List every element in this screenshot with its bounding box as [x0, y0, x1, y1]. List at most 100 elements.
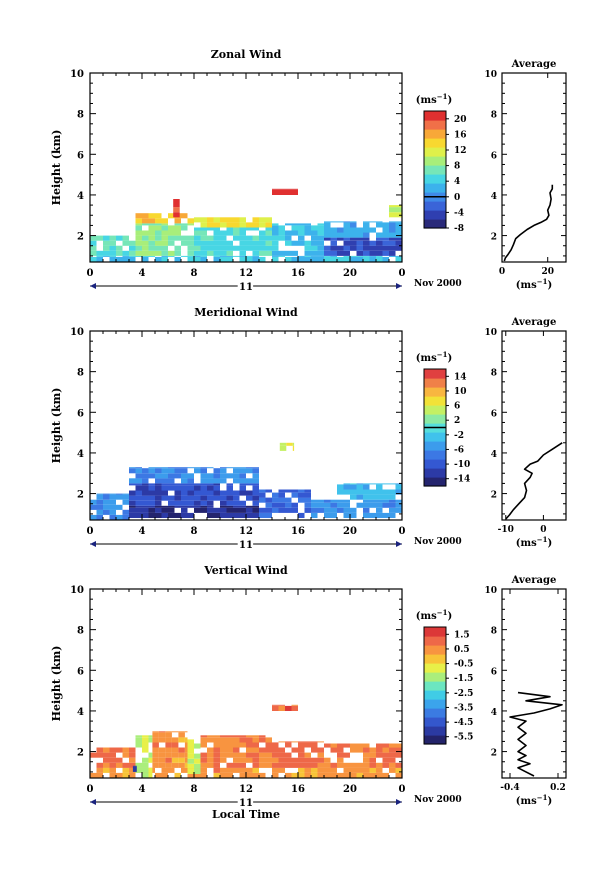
- heatmap-cell: [174, 230, 181, 236]
- colorbar-unit-label: (ms−1): [416, 608, 452, 622]
- heatmap-cell: [311, 507, 318, 513]
- heatmap-cell: [389, 757, 396, 763]
- heatmap-cell: [96, 494, 103, 500]
- heatmap-cell: [369, 245, 376, 251]
- heatmap-cell: [363, 222, 370, 228]
- heatmap-cell: [90, 256, 97, 262]
- colorbar-tick-label: 16: [454, 130, 467, 140]
- heatmap-cell: [395, 772, 402, 778]
- heatmap-cell: [259, 497, 266, 503]
- heatmap-cell: [330, 245, 337, 251]
- y-tick-label: 8: [77, 368, 84, 379]
- colorbar-segment: [424, 387, 446, 397]
- heatmap-cell: [135, 213, 142, 219]
- heatmap-cell: [142, 478, 149, 484]
- heatmap-cell: [187, 500, 194, 506]
- heatmap-cell: [129, 507, 136, 513]
- heatmap-cell: [220, 772, 227, 778]
- average-profile: Average 2 4 6 8 10 0 20(ms−1): [484, 59, 567, 291]
- heatmap-cell: [291, 225, 298, 231]
- heatmap-cell: [181, 468, 188, 474]
- heatmap-cell: [356, 232, 363, 238]
- heatmap-cell: [142, 490, 149, 496]
- heatmap-cell: [233, 222, 240, 228]
- heatmap-cell: [109, 772, 116, 778]
- heatmap-cell: [207, 512, 214, 518]
- heatmap-cell: [135, 483, 142, 486]
- heatmap-cell: [155, 256, 162, 262]
- colorbar-tick-label: -1.5: [454, 674, 473, 684]
- heatmap-cell: [382, 512, 389, 518]
- heatmap-cell: [239, 245, 246, 251]
- heatmap-cell: [226, 772, 233, 778]
- heatmap-cell: [194, 495, 201, 501]
- heatmap-cell: [109, 509, 116, 515]
- heatmap-cell: [207, 495, 214, 501]
- heatmap-cell: [155, 490, 162, 496]
- heatmap-cell: [142, 500, 149, 506]
- heatmap-cell: [161, 478, 168, 484]
- heatmap-cell: [376, 250, 383, 256]
- colorbar-unit-label: (ms−1): [416, 350, 452, 364]
- heatmap-cell: [356, 245, 363, 251]
- heatmap-cell: [239, 250, 246, 256]
- heatmap-cell: [239, 757, 246, 763]
- avg-y-tick-label: 4: [491, 708, 497, 718]
- heatmap-cell: [382, 502, 389, 508]
- heatmap-cell: [298, 225, 305, 231]
- heatmap-cell: [122, 256, 129, 262]
- heatmap-cell: [181, 483, 188, 486]
- heatmap-cell: [252, 483, 259, 486]
- avg-x-tick-label: -10: [498, 525, 514, 535]
- heatmap-cell: [155, 483, 162, 486]
- heatmap-cell: [259, 772, 266, 778]
- heatmap-cell: [304, 502, 311, 508]
- heatmap-cell: [239, 473, 246, 479]
- heatmap-cell: [343, 255, 350, 257]
- heatmap-cell: [330, 250, 337, 256]
- heatmap-cell: [220, 505, 227, 508]
- heatmap-cell: [96, 504, 103, 510]
- colorbar-segment: [424, 441, 446, 451]
- heatmap-cell: [129, 467, 136, 469]
- heatmap-cell: [161, 467, 168, 469]
- heatmap-cell: [152, 752, 159, 758]
- heatmap-cell: [109, 255, 116, 257]
- heatmap-cell: [311, 757, 318, 763]
- heatmap-cell: [285, 762, 292, 768]
- x-tick-label: 12: [239, 784, 253, 795]
- heatmap-cell: [311, 767, 318, 773]
- heatmap-cell: [109, 767, 116, 773]
- heatmap-cell: [161, 468, 168, 474]
- heatmap-cell: [304, 767, 311, 773]
- heatmap-cell: [187, 473, 194, 479]
- average-frame: [501, 330, 567, 521]
- heatmap-cell: [135, 495, 142, 501]
- heatmap-cell: [116, 235, 123, 241]
- heatmap-cell: [194, 483, 201, 486]
- x-tick-label: 20: [343, 784, 357, 795]
- heatmap-cell: [142, 742, 149, 748]
- heatmap-cell: [174, 467, 181, 469]
- heatmap-cell: [220, 230, 227, 236]
- heatmap-cell: [395, 256, 402, 262]
- heatmap-cell: [181, 478, 188, 484]
- heatmap-cell: [181, 507, 188, 513]
- heatmap-cell: [324, 502, 331, 508]
- heatmap-cell: [239, 500, 246, 506]
- heatmap-cell: [135, 505, 142, 508]
- heatmap-cell: [278, 747, 285, 753]
- heatmap-cell: [304, 497, 311, 503]
- heatmap-cell: [122, 499, 129, 505]
- heatmap-cell: [252, 757, 259, 763]
- heatmap-cell: [272, 188, 279, 190]
- heatmap-cell: [226, 485, 233, 491]
- heatmap-cell: [389, 227, 396, 233]
- heatmap-cell: [291, 762, 298, 768]
- heatmap-cell: [155, 225, 162, 231]
- heatmap-cell: [259, 217, 266, 223]
- heatmap-cell: [200, 505, 207, 508]
- heatmap-cell: [122, 747, 129, 753]
- heatmap-cell: [194, 763, 201, 769]
